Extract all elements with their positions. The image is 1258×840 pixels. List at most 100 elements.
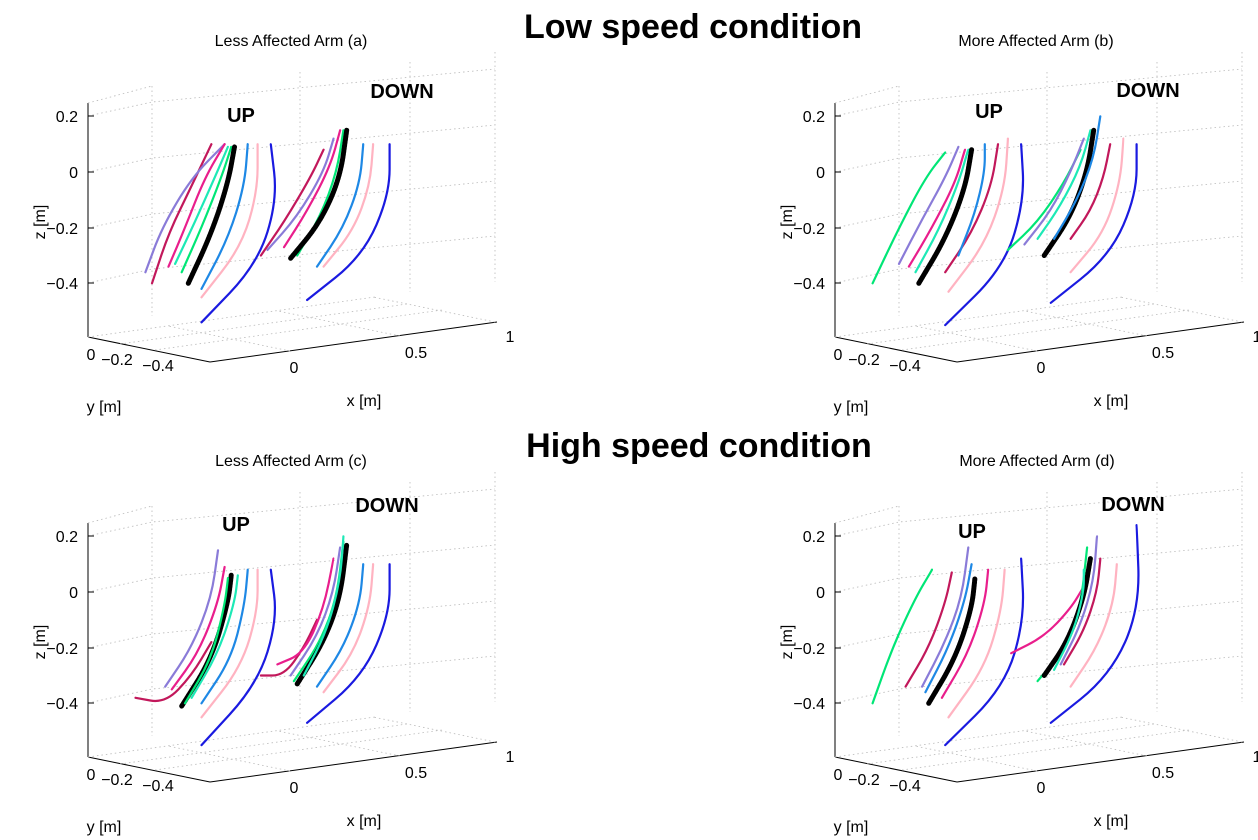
trajectory-group-up xyxy=(871,546,1025,747)
floor-gridline xyxy=(372,296,496,323)
trajectory-line xyxy=(1036,129,1092,240)
trajectory-group-down xyxy=(259,127,391,302)
x-axis-label: x [m] xyxy=(347,393,382,410)
trajectory-line xyxy=(180,145,233,274)
down-annotation: DOWN xyxy=(1101,494,1164,516)
y-tick-label: −0.4 xyxy=(142,358,174,375)
z-gridline xyxy=(834,488,1243,537)
floor-gridline xyxy=(901,309,1190,351)
trajectory-line xyxy=(200,568,249,705)
trajectory-line xyxy=(916,147,975,286)
floor-gridline xyxy=(119,303,408,345)
trajectory-line xyxy=(174,145,229,265)
trajectory-line xyxy=(134,641,213,703)
trajectory-line xyxy=(1006,148,1082,251)
up-annotation: UP xyxy=(975,101,1003,123)
trajectory-line xyxy=(306,563,391,724)
trajectory-line xyxy=(904,571,953,688)
floor-gridline xyxy=(1024,730,1148,757)
trajectory-line xyxy=(144,143,226,274)
trajectory-group-down xyxy=(1010,524,1140,724)
trajectory-line xyxy=(1059,535,1099,666)
z-tick-label: 0.2 xyxy=(803,529,825,546)
z-gridline xyxy=(834,544,1243,593)
trajectory-line xyxy=(282,129,342,249)
trajectory-line xyxy=(200,143,277,324)
floor-gridline xyxy=(277,730,401,757)
trajectory-line xyxy=(924,563,973,694)
trajectory-line xyxy=(1049,524,1140,724)
trajectory-line xyxy=(944,557,1025,747)
z-tick-label: 0 xyxy=(816,585,825,602)
trajectory-line xyxy=(921,546,970,688)
axes-frame: 0.2 0 −0.2 −0.4 0 0.5 1 0 −0.2 −0.4 xyxy=(793,472,1258,797)
trajectory-line xyxy=(259,148,325,257)
trajectory-line xyxy=(914,148,970,274)
x-axis-line xyxy=(956,741,1245,783)
trajectory-line xyxy=(179,572,234,709)
trajectory-line xyxy=(897,145,960,265)
z-tick-label: −0.2 xyxy=(46,221,78,238)
z-axis-label: z [m] xyxy=(32,205,49,240)
subplot-title: Less Affected Arm (c) xyxy=(215,453,367,470)
trajectory-line xyxy=(944,143,1025,327)
x-tick-label: 1 xyxy=(506,749,515,766)
trajectory-line xyxy=(1069,563,1118,688)
x-tick-label: 1 xyxy=(506,329,515,346)
panels: Less Affected Arm (a)0.20−0.2−0.400.510−… xyxy=(32,33,1258,836)
floor-gridline xyxy=(167,745,291,772)
trajectory-group-up xyxy=(144,143,277,324)
trajectory-line xyxy=(306,143,391,302)
trajectory-line xyxy=(259,618,319,677)
down-annotation: DOWN xyxy=(1116,80,1179,102)
y-axis-line xyxy=(834,336,958,363)
subplot-a: Less Affected Arm (a)0.20−0.2−0.400.510−… xyxy=(32,33,515,416)
trajectory-line xyxy=(957,143,986,257)
trajectory-line xyxy=(294,542,350,687)
x-tick-label: 0.5 xyxy=(405,765,427,782)
trajectory-line xyxy=(164,549,220,688)
floor-gridline xyxy=(154,729,443,771)
trajectory-line xyxy=(1053,568,1085,671)
z-gridline xyxy=(87,488,496,537)
z-tick-label: −0.2 xyxy=(46,641,78,658)
x-tick-label: 0 xyxy=(290,360,299,377)
z-tick-label: 0.2 xyxy=(56,529,78,546)
trajectory-line xyxy=(1010,585,1085,655)
up-annotation: UP xyxy=(222,514,250,536)
z-tick-label: 0.2 xyxy=(803,109,825,126)
trajectory-line xyxy=(170,565,226,691)
z-tick-label: 0.2 xyxy=(56,109,78,126)
x-axis-label: x [m] xyxy=(1094,813,1129,830)
z-axis-label: z [m] xyxy=(779,205,796,240)
trajectory-line xyxy=(185,144,237,286)
down-annotation: DOWN xyxy=(370,81,433,103)
y-axis-line xyxy=(834,756,958,783)
trajectory-line xyxy=(315,563,365,688)
x-axis-label: x [m] xyxy=(347,813,382,830)
y-tick-label: −0.2 xyxy=(101,772,133,789)
floor-gridline xyxy=(87,296,376,338)
x-tick-label: 0.5 xyxy=(405,345,427,362)
trajectory-line xyxy=(315,143,365,268)
down-annotation: DOWN xyxy=(355,495,418,517)
x-axis-line xyxy=(209,741,498,783)
trajectory-line xyxy=(1069,143,1112,240)
y-tick-label: −0.2 xyxy=(848,352,880,369)
x-tick-label: 0.5 xyxy=(1152,765,1174,782)
trajectory-line xyxy=(1049,143,1138,304)
z-gridline xyxy=(834,124,1243,173)
trajectory-line xyxy=(1023,137,1085,246)
top-gridline xyxy=(87,85,153,104)
x-tick-label: 0.5 xyxy=(1152,345,1174,362)
up-annotation: UP xyxy=(958,521,986,543)
axes-frame: 0.2 0 −0.2 −0.4 0 0.5 1 0 −0.2 −0.4 xyxy=(46,52,515,377)
z-gridline xyxy=(87,600,496,649)
floor-gridline xyxy=(914,745,1038,772)
z-gridline xyxy=(834,68,1243,117)
floor-gridline xyxy=(87,716,376,758)
up-annotation: UP xyxy=(227,105,255,127)
trajectory-group-down xyxy=(1006,115,1138,304)
trajectory-line xyxy=(200,143,259,299)
